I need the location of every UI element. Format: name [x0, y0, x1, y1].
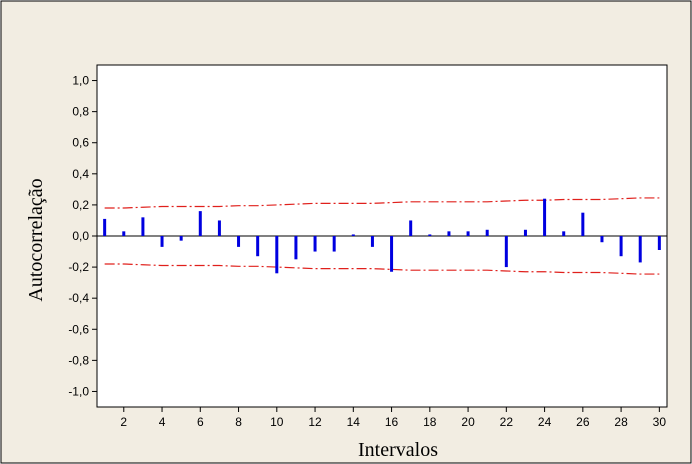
x-tick-label: 22: [500, 415, 514, 429]
y-tick-label: -0,2: [68, 260, 89, 274]
x-tick-label: 30: [653, 415, 667, 429]
y-axis-ticks: 1,0 0,8 0,6 0,4 0,2 0,0 -0,2 -0,4 -0,6 -0,8 -1,0: [68, 74, 97, 398]
y-axis-title: Autocorrelação: [25, 178, 47, 301]
acf-bar-lag-29: [638, 236, 642, 263]
acf-bar-lag-14: [351, 234, 355, 236]
acf-bar-lag-9: [256, 236, 260, 257]
y-tick-label: 0,4: [72, 167, 89, 181]
x-tick-label: 28: [614, 415, 628, 429]
x-tick-label: 8: [235, 415, 242, 429]
x-axis-title: Intervalos: [358, 439, 438, 461]
acf-bar-lag-24: [543, 198, 547, 236]
confidence-limits: [104, 197, 660, 275]
acf-bar-lag-3: [141, 217, 145, 236]
acf-bar-lag-10: [275, 236, 279, 274]
acf-bar-lag-20: [466, 231, 470, 236]
y-tick-label: 0,0: [72, 229, 89, 243]
acf-bar-lag-21: [485, 229, 489, 236]
x-tick-label: 2: [120, 415, 127, 429]
y-tick-label: -0,4: [68, 291, 89, 305]
upper-confidence-limit: [104, 197, 660, 209]
x-tick-label: 20: [461, 415, 475, 429]
acf-bar-lag-5: [179, 236, 183, 241]
x-tick-label: 16: [385, 415, 399, 429]
acf-bars: [103, 198, 661, 274]
y-tick-label: 1,0: [72, 74, 89, 88]
acf-bar-lag-27: [600, 236, 604, 243]
acf-bar-lag-4: [160, 236, 164, 247]
acf-bar-lag-6: [198, 211, 202, 236]
acf-bar-lag-2: [122, 231, 126, 236]
acf-bar-lag-12: [313, 236, 317, 252]
x-tick-label: 10: [270, 415, 284, 429]
acf-bar-lag-7: [217, 220, 221, 236]
x-tick-label: 12: [308, 415, 322, 429]
acf-bar-lag-18: [428, 234, 432, 236]
lower-confidence-limit: [104, 263, 660, 275]
acf-bar-lag-1: [103, 218, 107, 236]
y-tick-label: -1,0: [68, 384, 89, 398]
y-tick-label: 0,8: [72, 105, 89, 119]
x-tick-label: 18: [423, 415, 437, 429]
acf-bar-lag-15: [370, 236, 374, 247]
y-tick-label: -0,8: [68, 353, 89, 367]
acf-bar-lag-23: [523, 229, 527, 236]
acf-bar-lag-11: [294, 236, 298, 260]
x-tick-label: 4: [159, 415, 166, 429]
acf-bar-lag-13: [332, 236, 336, 252]
acf-bar-lag-28: [619, 236, 623, 257]
x-axis-ticks: 2 4 6 8 10 12 14 16 18 20 22 24 26 28 30: [120, 407, 666, 429]
acf-bar-lag-30: [657, 236, 661, 250]
x-tick-label: 6: [197, 415, 204, 429]
acf-bar-lag-19: [447, 231, 451, 236]
x-tick-label: 26: [576, 415, 590, 429]
y-tick-label: 0,2: [72, 198, 89, 212]
acf-bar-lag-26: [581, 212, 585, 236]
acf-bar-lag-22: [504, 236, 508, 268]
acf-bar-lag-16: [390, 236, 394, 272]
x-tick-label: 14: [347, 415, 361, 429]
x-tick-label: 24: [538, 415, 552, 429]
acf-bar-lag-17: [409, 220, 413, 236]
y-tick-label: -0,6: [68, 322, 89, 336]
y-tick-label: 0,6: [72, 136, 89, 150]
acf-bar-lag-8: [237, 236, 241, 247]
acf-bar-lag-25: [562, 231, 566, 236]
